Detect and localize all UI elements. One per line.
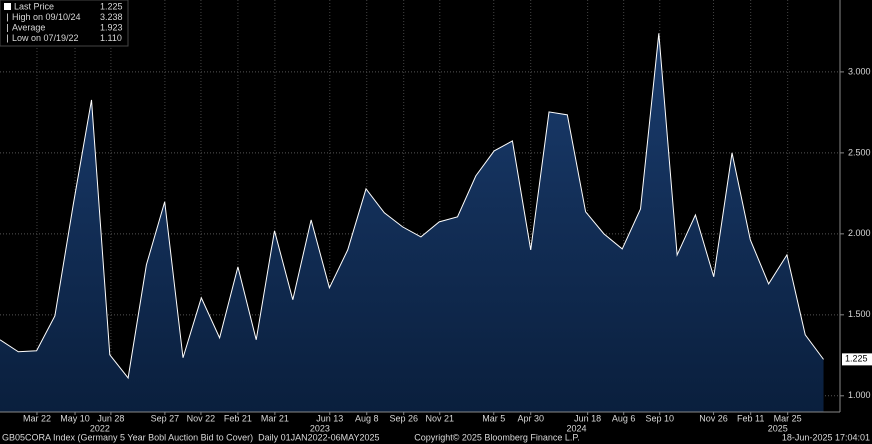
y-tick-label: 1.000 xyxy=(848,390,871,400)
x-year-label: 2022 xyxy=(90,423,110,433)
legend-value: 1.225 xyxy=(100,1,123,11)
x-year-label: 2025 xyxy=(768,423,788,433)
x-tick-label: Mar 5 xyxy=(482,413,505,423)
x-tick-label: Jun 13 xyxy=(316,413,343,423)
x-tick-label: Feb 21 xyxy=(224,413,252,423)
y-tick-label: 2.500 xyxy=(848,147,871,157)
x-tick-label: Jun 28 xyxy=(97,413,124,423)
legend-name: Last Price xyxy=(14,1,54,11)
y-tick-label: 2.000 xyxy=(848,228,871,238)
x-tick-label: Feb 11 xyxy=(737,413,764,423)
x-tick-label: Mar 21 xyxy=(261,413,289,423)
x-tick-label: Nov 21 xyxy=(425,413,454,423)
last-price-tag xyxy=(842,353,872,366)
x-year-label: 2024 xyxy=(566,423,586,433)
footer-right: 18-Jun-2025 17:04:01 xyxy=(782,432,870,442)
legend-name: Low on 07/19/22 xyxy=(12,33,79,43)
legend-name: Average xyxy=(12,22,45,32)
x-tick-label: Sep 27 xyxy=(151,413,180,423)
x-tick-label: Apr 30 xyxy=(517,413,544,423)
legend-name: High on 09/10/24 xyxy=(12,12,81,22)
x-tick-label: Aug 6 xyxy=(612,413,636,423)
x-tick-label: Sep 26 xyxy=(389,413,418,423)
x-tick-label: Jun 18 xyxy=(574,413,601,423)
y-tick-label: 1.500 xyxy=(848,309,871,319)
x-tick-label: Mar 22 xyxy=(23,413,51,423)
legend-swatch xyxy=(4,3,11,10)
legend-value: 1.110 xyxy=(100,33,122,43)
x-tick-label: Mar 25 xyxy=(774,413,802,423)
y-tick-label: 3.000 xyxy=(848,66,871,76)
x-tick-label: May 10 xyxy=(60,413,90,423)
legend-box xyxy=(0,0,129,47)
footer-center: Copyright© 2025 Bloomberg Finance L.P. xyxy=(414,432,580,442)
x-year-label: 2023 xyxy=(310,423,330,433)
footer-left: GB05CORA Index (Germany 5 Year Bobl Auct… xyxy=(2,432,380,442)
line xyxy=(0,33,824,380)
x-tick-label: Sep 10 xyxy=(645,413,674,423)
legend-value: 3.238 xyxy=(100,12,123,22)
area xyxy=(0,33,824,413)
x-tick-label: Aug 8 xyxy=(355,413,379,423)
last-price-label: 1.225 xyxy=(845,354,868,364)
x-tick-label: Nov 22 xyxy=(187,413,216,423)
legend-value: 1.923 xyxy=(100,22,123,32)
plot xyxy=(0,0,840,413)
x-tick-label: Nov 26 xyxy=(699,413,728,423)
